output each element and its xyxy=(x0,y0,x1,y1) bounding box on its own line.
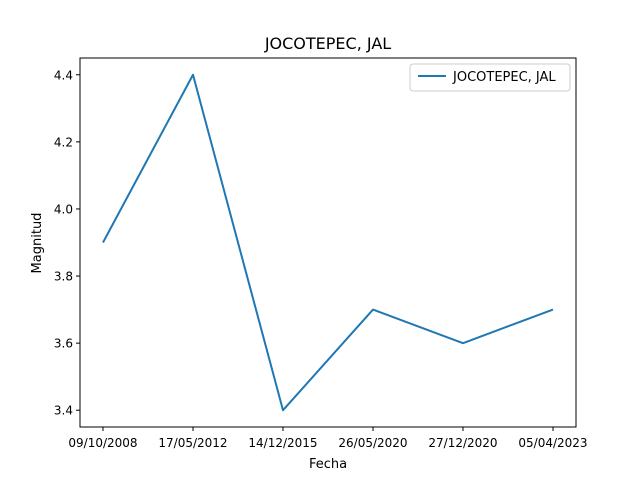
legend-label: JOCOTEPEC, JAL xyxy=(452,70,556,85)
series-line xyxy=(102,73,554,412)
y-tick-label: 3.8 xyxy=(54,270,73,284)
x-tick-label: 14/12/2015 xyxy=(248,436,317,450)
x-tick-label: 27/12/2020 xyxy=(428,436,497,450)
x-axis: 09/10/2008 17/05/2012 14/12/2015 26/05/2020… xyxy=(68,427,588,450)
legend: JOCOTEPEC, JAL xyxy=(409,63,571,92)
y-tick-label: 3.6 xyxy=(54,337,73,351)
x-tick-label: 17/05/2012 xyxy=(158,436,227,450)
legend-box xyxy=(409,63,571,92)
y-tick-label: 4.4 xyxy=(54,68,73,82)
axes-frame xyxy=(79,57,577,428)
x-tick-label: 09/10/2008 xyxy=(68,436,137,450)
y-axis-label: Magnitud xyxy=(30,213,45,274)
plot-area xyxy=(102,73,554,412)
x-tick-label: 26/05/2020 xyxy=(338,436,407,450)
y-tick-label: 4.0 xyxy=(54,202,73,216)
x-tick-label: 05/04/2023 xyxy=(518,436,587,450)
y-tick-label: 3.4 xyxy=(54,404,73,418)
chart-title: JOCOTEPEC, JAL xyxy=(264,34,391,53)
y-tick-label: 4.2 xyxy=(54,135,73,149)
y-axis: 3.4 3.6 3.8 4.0 4.2 4.4 xyxy=(54,68,80,418)
x-axis-label: Fecha xyxy=(309,457,347,472)
